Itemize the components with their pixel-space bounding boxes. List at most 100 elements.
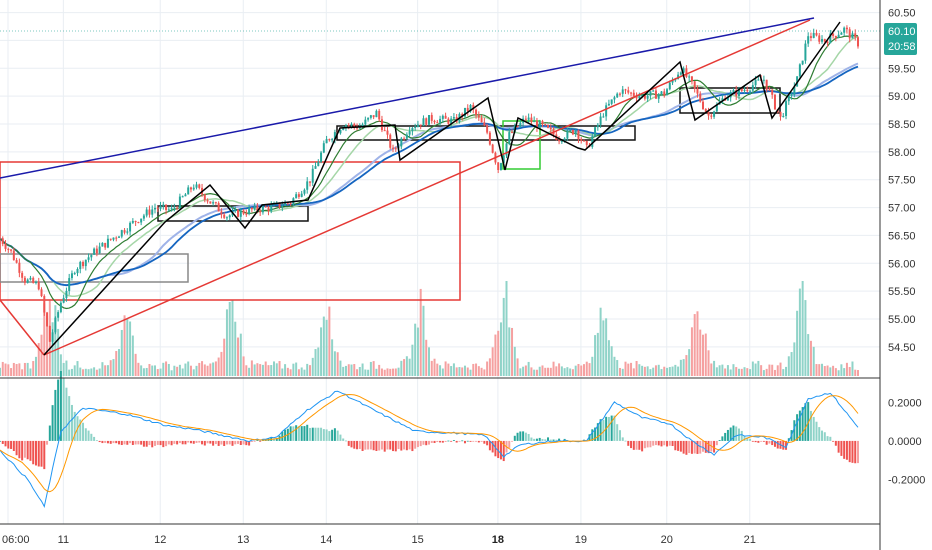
macd-hist-bar: [21, 440, 24, 461]
macd-hist-bar: [386, 440, 389, 450]
volume-bar: [840, 364, 843, 376]
red-zigzag-start[interactable]: [0, 299, 45, 356]
candle-body: [129, 222, 132, 232]
volume-bar: [201, 361, 204, 376]
candle-body: [845, 27, 848, 30]
candle-body: [790, 94, 793, 96]
volume-bar: [571, 369, 574, 376]
candle-body: [29, 277, 32, 280]
candle-body: [654, 90, 657, 99]
volume-bar: [98, 368, 101, 376]
macd-hist-bar: [729, 427, 732, 441]
red-trendline-lower[interactable]: [43, 19, 811, 356]
macd-hist-bar: [422, 440, 425, 445]
candle-body: [372, 115, 375, 118]
macd-hist-bar: [735, 426, 738, 441]
macd-hist-bar: [760, 440, 763, 442]
candle-body: [408, 131, 411, 135]
candle-body: [57, 312, 60, 318]
volume-bar: [829, 367, 832, 376]
red-range-box[interactable]: [0, 161, 461, 301]
macd-hist-bar: [635, 440, 638, 450]
blue-trendline[interactable]: [0, 17, 815, 179]
black-box-3[interactable]: [679, 87, 781, 114]
volume-bar: [104, 365, 107, 376]
volume-bar: [173, 365, 176, 376]
candle-body: [159, 205, 162, 209]
macd-axis[interactable]: 0.2000 0.0000 -0.2000: [888, 397, 925, 486]
volume-bar: [544, 367, 547, 376]
volume-bar: [591, 356, 594, 376]
volume-bar: [721, 364, 724, 376]
candle-body: [7, 248, 10, 250]
volume-bar: [0, 367, 1, 376]
candle-body: [131, 220, 134, 223]
candle-body: [508, 132, 511, 144]
macd-hist-bar: [596, 423, 599, 441]
candle-body: [807, 36, 810, 44]
candle-body: [782, 115, 785, 117]
volume-bar: [768, 364, 771, 376]
candle-body: [286, 202, 289, 204]
candle-body: [34, 282, 37, 284]
volume-bar: [582, 364, 585, 376]
volume-bar: [630, 362, 633, 376]
volume-bar: [336, 352, 339, 376]
macd-hist-bar: [643, 440, 646, 449]
volume-bar: [450, 366, 453, 376]
candle-body: [488, 132, 491, 145]
candle-body: [40, 289, 43, 297]
volume-bar: [455, 367, 458, 376]
drawings[interactable]: [0, 87, 781, 301]
macd-hist-bar: [156, 440, 159, 445]
volume-bar: [807, 334, 810, 376]
black-box-1[interactable]: [157, 205, 309, 222]
volume-bar: [267, 365, 270, 376]
volume-bar: [425, 339, 428, 376]
volume-bar: [599, 307, 602, 376]
candle-body: [591, 136, 594, 147]
zigzag-pattern[interactable]: [43, 21, 841, 356]
volume-bar: [563, 368, 566, 376]
trend-drawings[interactable]: [0, 17, 841, 356]
volume-bar: [444, 361, 447, 376]
macd-hist-bar: [333, 428, 336, 441]
macd-hist-bar: [336, 430, 339, 441]
candle-body: [358, 127, 361, 129]
candle-body: [549, 127, 552, 130]
macd-hist-bar: [447, 440, 450, 442]
volume-bar: [762, 370, 765, 376]
macd-hist-bar: [178, 440, 181, 444]
volume-bar: [275, 363, 278, 376]
volume-bar: [823, 366, 826, 376]
macd-hist-bar: [65, 387, 68, 441]
volume-bar: [350, 364, 353, 376]
volume-bar: [713, 360, 716, 376]
candle-body: [652, 90, 655, 92]
volume-bar: [749, 369, 752, 376]
macd-hist-bar: [101, 440, 104, 444]
price-tick-label: 55.50: [888, 286, 916, 298]
candle-body: [248, 207, 251, 215]
volume-bar: [361, 363, 364, 376]
green-box[interactable]: [502, 120, 541, 170]
candle-body: [566, 130, 569, 139]
volume-bar: [123, 315, 126, 376]
macd-hist-bar: [198, 440, 201, 443]
macd-hist-bar: [809, 410, 812, 441]
macd-hist-bar: [26, 440, 29, 460]
volume-bar: [452, 363, 455, 376]
time-axis[interactable]: 06:00 11 12 13 14 15 18 19 20 21: [2, 534, 756, 546]
price-axis[interactable]: 60.5060.0059.5059.0058.5058.0057.5057.00…: [888, 8, 916, 354]
macd-hist-bar: [699, 440, 702, 454]
candle-body: [195, 184, 198, 188]
volume-bar: [627, 363, 630, 376]
candle-body: [198, 184, 201, 188]
candle-body: [544, 124, 547, 126]
candle-body: [126, 231, 129, 233]
macd-hist-bar: [95, 440, 98, 442]
volume-bar: [43, 303, 46, 376]
candle-body: [68, 278, 71, 291]
macd-hist-bar: [140, 440, 143, 445]
